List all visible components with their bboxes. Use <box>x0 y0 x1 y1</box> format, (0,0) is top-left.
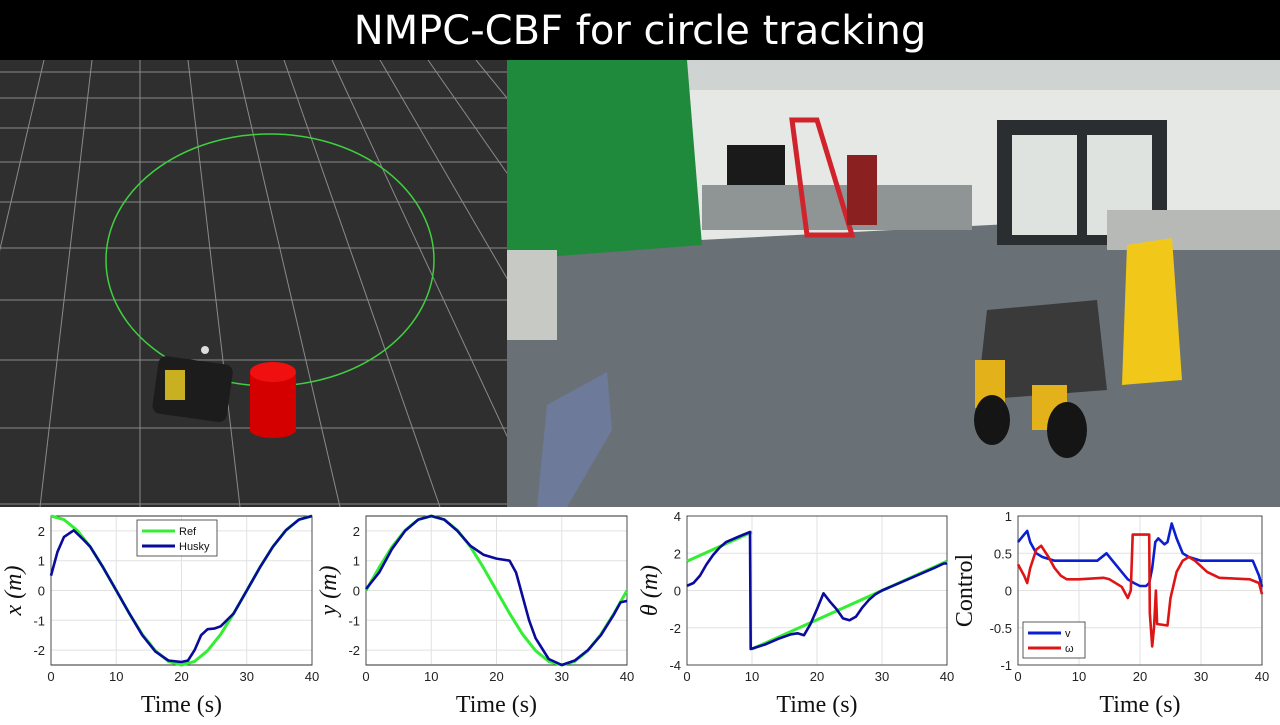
chart-1: 0 10 20 30 40 -2 -1 0 1 2 Time (s) y (m) <box>316 514 634 718</box>
series-line-ω <box>1016 533 1264 648</box>
legend-label: ω <box>1065 643 1074 655</box>
gps-antenna <box>201 346 209 354</box>
grid-line <box>379 59 641 508</box>
grid-line <box>235 59 341 508</box>
x-tick-label: 0 <box>683 669 690 684</box>
x-tick-label: 30 <box>875 669 889 684</box>
desk <box>1107 210 1280 250</box>
y-tick-label: -1 <box>33 613 45 628</box>
series-line-Husky <box>49 514 313 664</box>
legend-label: Ref <box>179 526 197 538</box>
x-tick-label: 10 <box>109 669 123 684</box>
chart-0: 0 10 20 30 40 -2 -1 0 1 2 Time (s) x (m) Ref Husky <box>1 514 319 718</box>
door-pane-left <box>1012 135 1077 235</box>
obstacle-top <box>250 362 296 382</box>
x-tick-label: 30 <box>555 669 569 684</box>
y-tick-label: 2 <box>38 524 45 539</box>
grid-line <box>475 59 841 508</box>
grid-line <box>187 59 241 508</box>
y-tick-label: 0.5 <box>994 546 1012 561</box>
x-tick-label: 40 <box>305 669 319 684</box>
x-tick-label: 0 <box>1014 669 1021 684</box>
husky-robot-model <box>152 356 233 422</box>
x-tick-label: 40 <box>940 669 954 684</box>
y-tick-label: -4 <box>669 658 681 673</box>
husky-robot-body <box>977 300 1107 400</box>
video-title: NMPC-CBF for circle tracking <box>0 0 1280 60</box>
legend-box <box>1022 621 1086 659</box>
camera-lab-view <box>507 60 1280 507</box>
grid-line <box>427 59 741 508</box>
chart-3: 0 10 20 30 40 -1 -0.5 0 0.5 1 Time (s) Control vω <box>952 509 1269 718</box>
y-tick-label: 1 <box>1005 509 1012 524</box>
grid-line <box>0 59 45 252</box>
x-tick-label: 20 <box>174 669 188 684</box>
y-tick-label: -2 <box>348 643 360 658</box>
grid-line <box>331 59 541 508</box>
y-tick-label: 0 <box>38 584 45 599</box>
y-tick-label: -2 <box>33 643 45 658</box>
x-tick-label: 10 <box>424 669 438 684</box>
grid-line <box>283 59 441 508</box>
y-tick-label: -1 <box>1000 658 1012 673</box>
x-tick-label: 0 <box>362 669 369 684</box>
lab-scene <box>507 60 1280 507</box>
y-tick-label: 1 <box>353 554 360 569</box>
series-line-1 <box>686 530 947 651</box>
obstacle-bottom <box>250 422 296 438</box>
y-tick-label: 0 <box>1005 584 1012 599</box>
x-tick-label: 30 <box>240 669 254 684</box>
yellow-barrier <box>1122 238 1182 385</box>
series-line-1 <box>364 514 628 667</box>
plots-panel: 0 10 20 30 40 -2 -1 0 1 2 Time (s) x (m) Ref Husky 0 10… <box>0 507 1280 720</box>
husky-wheel <box>974 395 1010 445</box>
rviz-simulation-view <box>0 59 941 508</box>
x-axis-label: Time (s) <box>1099 692 1180 718</box>
grid-line <box>39 59 93 508</box>
y-tick-label: -1 <box>348 613 360 628</box>
y-axis-label: x (m) <box>1 566 27 617</box>
y-tick-label: -2 <box>669 621 681 636</box>
red-robot <box>847 155 877 225</box>
y-tick-label: -0.5 <box>990 621 1012 636</box>
x-tick-label: 20 <box>810 669 824 684</box>
y-tick-label: 2 <box>353 524 360 539</box>
y-tick-label: 2 <box>674 546 681 561</box>
x-tick-label: 0 <box>47 669 54 684</box>
y-axis-label: Control <box>952 554 978 628</box>
y-tick-label: 4 <box>674 509 681 524</box>
chair <box>537 372 612 507</box>
x-tick-label: 20 <box>489 669 503 684</box>
legend-box <box>136 519 218 557</box>
husky-wheel <box>1047 402 1087 458</box>
red-ladder <box>789 117 856 238</box>
y-tick-label: 1 <box>38 554 45 569</box>
x-axis-label: Time (s) <box>776 692 857 718</box>
legend-label: Husky <box>179 541 210 553</box>
x-axis-label: Time (s) <box>141 692 222 718</box>
legend-label: v <box>1065 628 1071 640</box>
y-tick-label: 0 <box>674 584 681 599</box>
tv-screen <box>727 145 785 187</box>
x-tick-label: 40 <box>620 669 634 684</box>
y-axis-label: θ (m) <box>637 565 663 616</box>
x-tick-label: 40 <box>1255 669 1269 684</box>
husky-bumper <box>165 370 185 400</box>
x-axis-label: Time (s) <box>456 692 537 718</box>
y-tick-label: 0 <box>353 584 360 599</box>
simulation-scene <box>0 59 941 508</box>
x-tick-label: 30 <box>1194 669 1208 684</box>
x-tick-label: 10 <box>745 669 759 684</box>
x-tick-label: 10 <box>1072 669 1086 684</box>
side-desk <box>507 250 557 340</box>
green-screen <box>507 60 702 260</box>
y-axis-label: y (m) <box>316 566 342 618</box>
x-tick-label: 20 <box>1133 669 1147 684</box>
chart-2: 0 10 20 30 40 -4 -2 0 2 4 Time (s) θ (m) <box>637 509 954 718</box>
plot-frame <box>686 515 948 666</box>
